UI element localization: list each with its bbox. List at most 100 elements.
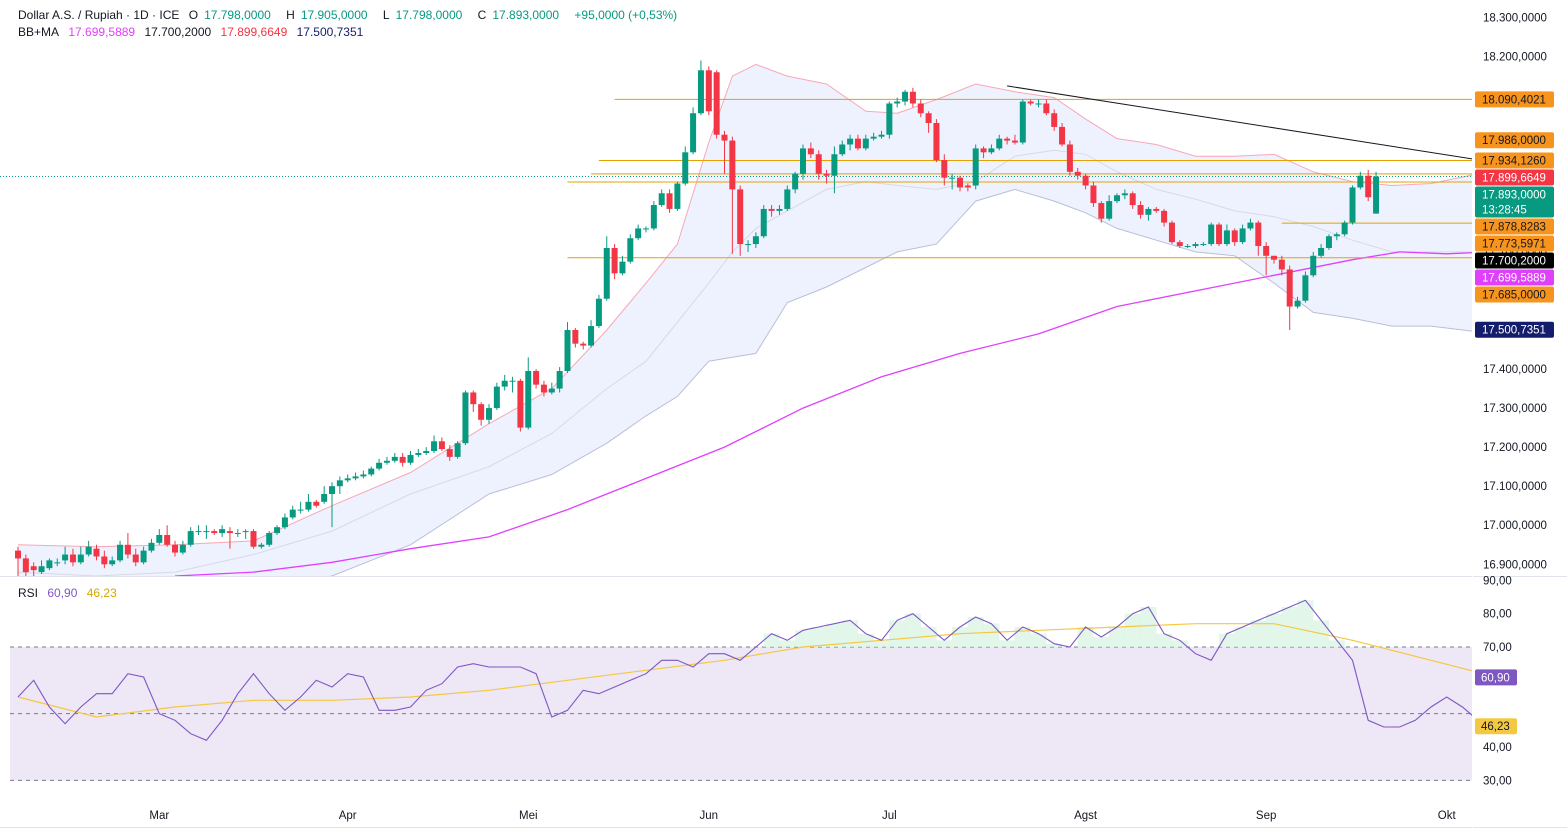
price-tick-label: 17.200,0000 bbox=[1483, 442, 1547, 454]
price-tick-label: 17.100,0000 bbox=[1483, 481, 1547, 493]
candle-body bbox=[1004, 138, 1011, 141]
candle-body bbox=[501, 380, 508, 387]
candle-body bbox=[211, 531, 218, 534]
rsi-label: RSI bbox=[18, 586, 39, 600]
price-tag-bg bbox=[1475, 169, 1554, 186]
candle-body bbox=[611, 247, 618, 274]
candle-body bbox=[407, 454, 414, 463]
rsi-overbought-fill bbox=[795, 630, 811, 647]
time-tick-label: Okt bbox=[1438, 810, 1457, 822]
candle-body bbox=[729, 140, 736, 190]
candle-body bbox=[187, 531, 194, 545]
candle-body bbox=[148, 542, 155, 551]
candle-body bbox=[1035, 103, 1042, 105]
candle-body bbox=[847, 138, 854, 145]
candle-body bbox=[69, 554, 76, 563]
candle-body bbox=[1066, 144, 1073, 172]
candle-body bbox=[321, 493, 328, 502]
bb-ma-value: 17.699,5889 bbox=[68, 25, 136, 39]
candle-body bbox=[391, 456, 398, 461]
rsi-tag-bg bbox=[1475, 669, 1517, 686]
rsi-tag-label: 46,23 bbox=[1481, 721, 1510, 733]
candle-body bbox=[77, 554, 84, 563]
price-tag-label: 17.899,6649 bbox=[1482, 172, 1546, 184]
time-tick-label: Mei bbox=[519, 810, 538, 822]
price-tag-label: 18.090,4021 bbox=[1482, 94, 1546, 106]
price-pane bbox=[0, 60, 1472, 576]
price-tag-bg bbox=[1475, 269, 1554, 286]
candle-body bbox=[713, 72, 720, 135]
candle-body bbox=[1098, 203, 1105, 219]
candle-body bbox=[1365, 175, 1372, 198]
candle-body bbox=[478, 404, 485, 420]
candle-body bbox=[533, 370, 540, 385]
price-tag-bg bbox=[1475, 186, 1554, 218]
price-tick-label: 17.400,0000 bbox=[1483, 364, 1547, 376]
bb-legend: BB+MA 17.699,5889 17.700,2000 17.899,664… bbox=[18, 25, 369, 39]
rsi-tick-label: 70,00 bbox=[1483, 642, 1512, 654]
candle-body bbox=[1278, 259, 1285, 270]
candle-body bbox=[1302, 275, 1309, 301]
candle-body bbox=[517, 380, 524, 428]
candle-body bbox=[85, 546, 92, 555]
candle-body bbox=[219, 529, 226, 534]
candle-body bbox=[329, 486, 335, 494]
candle-body bbox=[242, 531, 249, 533]
rsi-overbought-fill bbox=[999, 640, 1016, 647]
rsi-tick-label: 90,00 bbox=[1483, 575, 1512, 587]
rsi-overbought-fill bbox=[857, 633, 874, 647]
candle-body bbox=[203, 531, 210, 533]
rsi-overbought-fill bbox=[810, 627, 827, 647]
candle-body bbox=[132, 554, 139, 563]
bollinger-lower-line bbox=[328, 188, 1472, 576]
candle-body bbox=[281, 517, 288, 528]
rsi-overbought-fill bbox=[1109, 627, 1125, 647]
time-tick-label: Jul bbox=[882, 810, 897, 822]
candle-body bbox=[760, 208, 767, 237]
candle-body bbox=[124, 544, 131, 555]
candle-body bbox=[1271, 255, 1277, 260]
candle-body bbox=[1137, 205, 1144, 215]
ohlc-high: H 17.905,0000 bbox=[286, 8, 368, 22]
candle-body bbox=[595, 298, 602, 327]
price-tag-label: 17.986,0000 bbox=[1482, 135, 1546, 147]
price-tick-label: 16.900,0000 bbox=[1483, 559, 1547, 571]
candle-body bbox=[250, 531, 257, 547]
candle-body bbox=[1255, 222, 1262, 247]
rsi-overbought-fill bbox=[779, 640, 796, 647]
price-tag-bg bbox=[1475, 91, 1554, 108]
candle-body bbox=[1059, 126, 1066, 145]
candle-body bbox=[917, 103, 924, 114]
candle-body bbox=[195, 531, 202, 533]
candle-body bbox=[226, 531, 233, 534]
candle-body bbox=[925, 113, 932, 124]
candle-body bbox=[462, 392, 469, 444]
candle-body bbox=[266, 533, 273, 545]
candle-body bbox=[658, 193, 665, 206]
ohlc-open: O 17.798,0000 bbox=[188, 8, 271, 22]
candle-body bbox=[1294, 300, 1301, 307]
candle-body bbox=[588, 326, 595, 346]
candle-body bbox=[854, 138, 861, 149]
price-tag-label: 17.893,0000 bbox=[1482, 189, 1546, 201]
candle-body bbox=[823, 173, 830, 176]
candle-body bbox=[1263, 246, 1270, 256]
candle-body bbox=[164, 534, 171, 545]
rsi-value: 60,90 bbox=[47, 586, 78, 600]
candle-body bbox=[996, 138, 1003, 149]
rsi-ma-value: 46,23 bbox=[86, 586, 117, 600]
price-tag-label: 17.500,7351 bbox=[1482, 325, 1546, 337]
price-tag-label: 17.700,2000 bbox=[1482, 255, 1546, 267]
rsi-overbought-fill bbox=[1234, 627, 1251, 647]
rsi-overbought-fill bbox=[889, 620, 906, 647]
candle-body bbox=[650, 205, 657, 229]
rsi-overbought-fill bbox=[842, 620, 859, 647]
candle-body bbox=[1043, 103, 1050, 114]
time-tick-label: Mar bbox=[149, 810, 169, 822]
symbol-title: Dollar A.S. / Rupiah · 1D · ICE bbox=[18, 8, 180, 22]
candle-body bbox=[1310, 255, 1317, 276]
candle-body bbox=[1106, 201, 1113, 219]
candle-body bbox=[1114, 195, 1120, 202]
rsi-overbought-fill bbox=[1014, 627, 1031, 647]
